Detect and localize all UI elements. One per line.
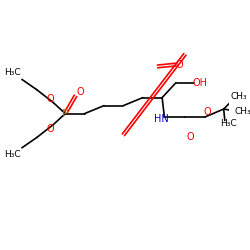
Text: O: O	[47, 124, 54, 134]
Text: O: O	[77, 88, 84, 98]
Text: H₃C: H₃C	[4, 150, 21, 159]
Text: H₃C: H₃C	[220, 119, 236, 128]
Text: HN: HN	[154, 114, 169, 124]
Text: O: O	[186, 132, 194, 142]
Text: OH: OH	[192, 78, 207, 88]
Text: O: O	[204, 108, 212, 118]
Text: O: O	[176, 60, 183, 70]
Text: CH₃: CH₃	[231, 92, 248, 101]
Text: O: O	[47, 94, 54, 104]
Text: CH₃: CH₃	[235, 107, 250, 116]
Text: H₃C: H₃C	[4, 68, 21, 77]
Text: P: P	[62, 108, 68, 118]
